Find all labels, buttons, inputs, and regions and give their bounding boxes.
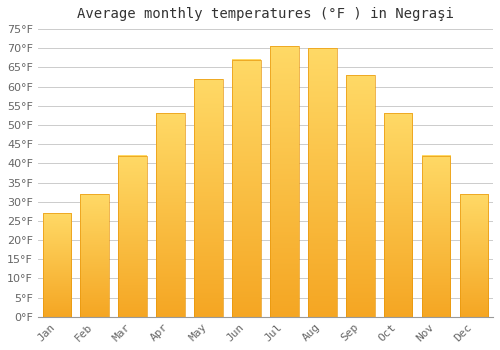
Bar [232,60,260,317]
Bar [194,79,223,317]
Bar [346,75,374,317]
Bar [384,113,412,317]
Title: Average monthly temperatures (°F ) in Negraşi: Average monthly temperatures (°F ) in Ne… [77,7,454,21]
Bar [42,213,71,317]
Bar [80,194,109,317]
Bar [422,156,450,317]
Bar [156,113,185,317]
Bar [270,46,298,317]
Bar [460,194,488,317]
Bar [118,156,147,317]
Bar [308,48,336,317]
